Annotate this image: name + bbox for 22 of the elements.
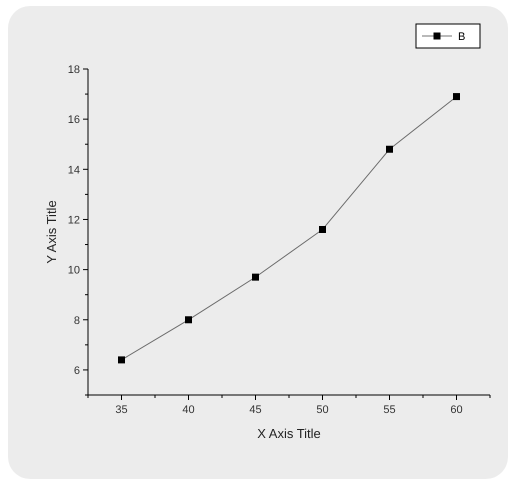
legend-label: B [458, 31, 466, 43]
point [386, 146, 393, 153]
x-tick-label: 45 [249, 404, 262, 416]
y-tick-label: 8 [74, 314, 80, 327]
y-tick-label: 16 [68, 114, 80, 126]
y-tick-label: 10 [68, 264, 80, 277]
point [118, 356, 125, 364]
x-axis-title: X Axis Title [257, 426, 321, 441]
point [319, 226, 326, 233]
x-tick-label: 50 [316, 404, 329, 416]
point [252, 274, 259, 281]
point [453, 93, 460, 100]
y-tick-label: 14 [68, 164, 80, 176]
y-axis-title: Y Axis Title [44, 200, 59, 264]
y-tick-label: 18 [68, 64, 80, 76]
x-tick-label: 55 [383, 404, 396, 416]
x-tick-label: 35 [115, 404, 128, 416]
x-tick-label: 40 [182, 404, 195, 416]
y-tick-label: 6 [74, 364, 80, 377]
x-tick-label: 60 [450, 404, 463, 416]
point [185, 316, 192, 324]
y-tick-label: 12 [68, 214, 80, 226]
